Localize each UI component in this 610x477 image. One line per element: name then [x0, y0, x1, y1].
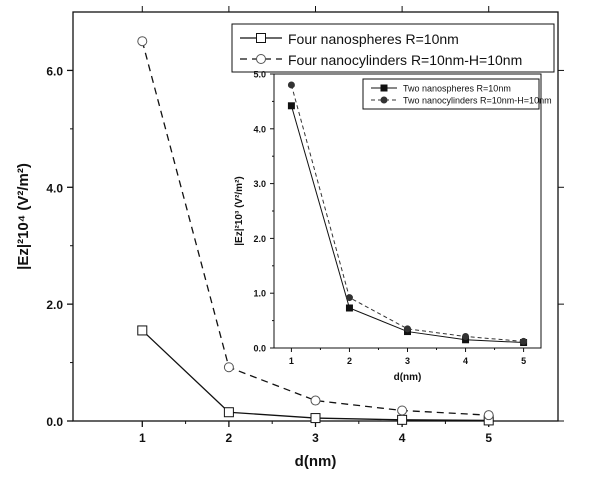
y-tick-label: 3.0	[253, 179, 266, 189]
data-point	[462, 332, 470, 340]
series-1	[137, 36, 494, 421]
legend-label: Four nanospheres R=10nm	[288, 31, 459, 47]
data-point	[287, 102, 295, 110]
legend-label: Four nanocylinders R=10nm-H=10nm	[288, 52, 522, 68]
legend-entry: Four nanocylinders R=10nm-H=10nm	[240, 52, 522, 68]
data-point	[404, 325, 411, 333]
y-tick-label: 2.0	[253, 234, 266, 244]
x-axis-title: d(nm)	[394, 372, 422, 383]
x-tick-label: 5	[485, 431, 492, 445]
x-tick-label: 2	[347, 356, 352, 366]
data-point	[310, 413, 321, 424]
data-point	[345, 294, 353, 302]
y-tick-label: 1.0	[253, 289, 266, 299]
y-tick-label: 0.0	[253, 344, 266, 354]
legend: Four nanospheres R=10nm Four nanocylinder…	[231, 23, 555, 73]
legend-label: Two nanocylinders R=10nm-H=10nm	[403, 96, 552, 106]
x-tick-label: 2	[226, 431, 233, 445]
x-tick-label: 1	[139, 431, 146, 445]
data-point	[483, 410, 494, 421]
y-tick-label: 0.0	[46, 415, 63, 429]
legend-box	[231, 23, 555, 73]
series-1	[287, 81, 528, 345]
data-point	[223, 407, 234, 418]
data-point	[310, 395, 321, 406]
y-tick-label: 4.0	[46, 181, 63, 195]
data-point	[397, 414, 408, 425]
y-tick-label: 5.0	[253, 70, 266, 80]
legend-marker	[380, 96, 388, 104]
data-point	[137, 325, 148, 336]
y-axis-title: |Ez|²10³ (V²/m²)	[234, 176, 245, 246]
legend-entry: Four nanospheres R=10nm	[240, 31, 459, 47]
x-tick-label: 4	[463, 356, 468, 366]
plot-area-background	[274, 74, 541, 348]
y-tick-label: 2.0	[46, 298, 63, 312]
legend-marker	[256, 54, 266, 64]
x-tick-label: 1	[289, 356, 294, 366]
data-point	[520, 337, 528, 345]
x-tick-label: 3	[312, 431, 319, 445]
legend-label: Two nanospheres R=10nm	[403, 84, 511, 94]
series-line	[290, 84, 524, 342]
data-point	[287, 81, 295, 89]
x-tick-label: 4	[399, 431, 406, 445]
y-axis-title: |Ez|²10⁴ (V²/m²)	[15, 163, 32, 270]
data-point	[397, 405, 408, 416]
legend-box	[362, 78, 540, 110]
legend-marker	[256, 33, 266, 43]
main-plot: 1 2 3 4 5 0.0 2.0 4.0 6.0 d(nm) |Ez|²10⁴ (V²/m²) Fo…	[15, 6, 564, 470]
legend-marker	[380, 84, 388, 92]
series-line	[141, 41, 489, 416]
x-tick-label: 5	[521, 356, 526, 366]
data-point	[345, 304, 353, 312]
legend-entry: Two nanospheres R=10nm	[371, 84, 511, 94]
legend: Two nanospheres R=10nm Two nanocylinders …	[362, 78, 552, 110]
data-point	[137, 36, 148, 47]
legend-entry: Two nanocylinders R=10nm-H=10nm	[371, 96, 552, 106]
inset-plot: 1 2 3 4 5 0.0 1.0 2.0 3.0 4.0 5.0 d(nm) |Ez|²10³ (V²…	[234, 70, 552, 384]
y-tick-label: 6.0	[46, 64, 63, 78]
x-tick-label: 3	[405, 356, 410, 366]
x-axis-title: d(nm)	[295, 453, 337, 470]
y-tick-label: 4.0	[253, 124, 266, 134]
data-point	[223, 362, 234, 373]
